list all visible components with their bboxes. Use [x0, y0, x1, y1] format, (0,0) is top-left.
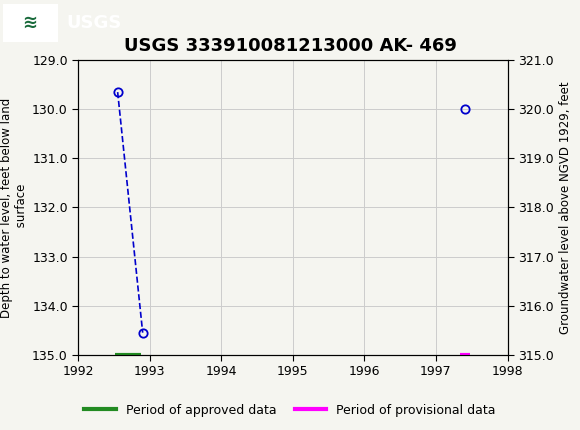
- Text: ≋: ≋: [23, 14, 38, 31]
- Legend: Period of approved data, Period of provisional data: Period of approved data, Period of provi…: [79, 399, 501, 421]
- Y-axis label: Groundwater level above NGVD 1929, feet: Groundwater level above NGVD 1929, feet: [559, 81, 572, 334]
- Y-axis label: Depth to water level, feet below land
 surface: Depth to water level, feet below land su…: [0, 97, 28, 318]
- Text: USGS 333910081213000 AK- 469: USGS 333910081213000 AK- 469: [124, 37, 456, 55]
- Text: USGS: USGS: [67, 14, 122, 31]
- FancyBboxPatch shape: [3, 3, 58, 42]
